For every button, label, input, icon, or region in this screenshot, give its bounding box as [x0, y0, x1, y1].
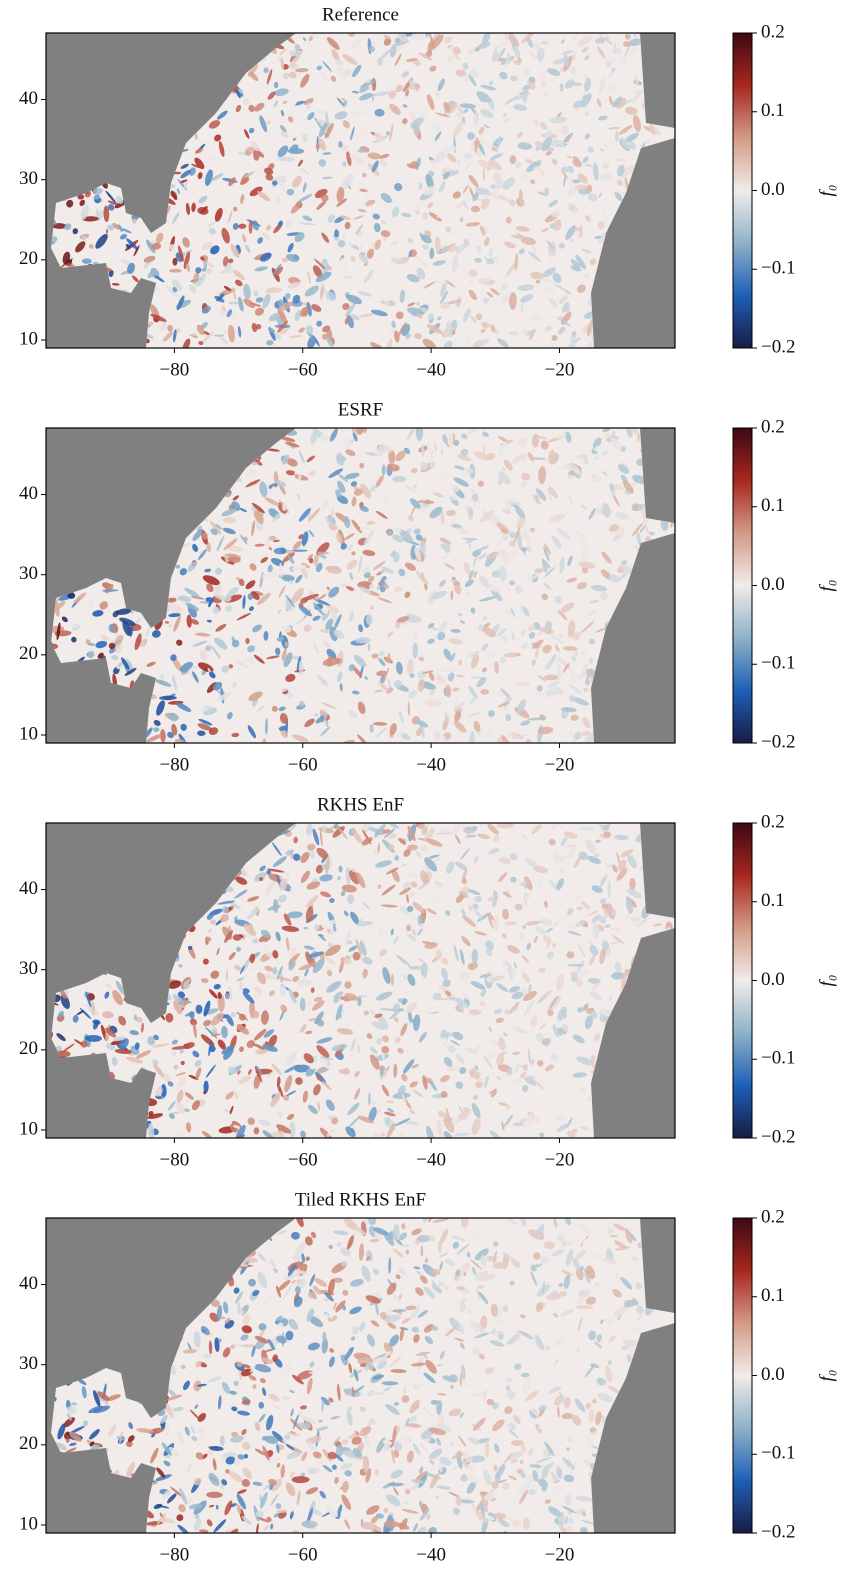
- x-tick-label: −20: [545, 1149, 575, 1170]
- panel: RKHS EnF −80 −60 −40 −20 10 20 30 40 −0.2 −0.1 0.0 0…: [19, 794, 837, 1170]
- y-tick-label: 10: [19, 723, 38, 744]
- y-tick-label: 40: [19, 88, 38, 109]
- eddy: [472, 949, 479, 964]
- y-tick-label: 30: [19, 563, 38, 584]
- colorbar-label: f₀: [816, 580, 837, 592]
- x-tick-label: −80: [160, 1149, 190, 1170]
- x-tick-label: −40: [416, 1149, 446, 1170]
- eddy: [226, 969, 228, 981]
- y-tick-label: 10: [19, 1118, 38, 1139]
- x-tick-label: −60: [288, 754, 318, 775]
- colorbar-tick-label: 0.0: [761, 969, 785, 990]
- colorbar-tick-label: 0.0: [761, 179, 785, 200]
- colorbar-tick-label: −0.2: [761, 336, 795, 357]
- y-tick-label: 40: [19, 483, 38, 504]
- eddy: [471, 206, 480, 212]
- colorbar: [733, 823, 752, 1138]
- x-tick-label: −60: [288, 359, 318, 380]
- panel-title: Reference: [322, 4, 399, 25]
- eddy: [611, 909, 617, 916]
- eddy: [169, 269, 181, 273]
- colorbar-tick-label: 0.1: [761, 100, 785, 121]
- y-tick-label: 30: [19, 168, 38, 189]
- eddy: [474, 1078, 484, 1081]
- panel-title: RKHS EnF: [317, 794, 404, 815]
- eddy: [484, 299, 486, 306]
- colorbar-tick-label: 0.2: [761, 21, 785, 42]
- eddy: [380, 1066, 385, 1070]
- colorbar: [733, 428, 752, 743]
- colorbar-label: f₀: [816, 975, 837, 987]
- panel: Reference −80 −60 −40 −20 10 20 30 40 −0.2 −0.1 0.0…: [19, 4, 837, 380]
- eddy: [391, 974, 394, 986]
- eddy: [482, 195, 490, 199]
- colorbar: [733, 33, 752, 348]
- x-tick-label: −80: [160, 754, 190, 775]
- eddy: [342, 162, 346, 167]
- panel-title: Tiled RKHS EnF: [295, 1189, 426, 1210]
- colorbar-tick-label: −0.1: [761, 653, 795, 674]
- x-tick-label: −60: [288, 1149, 318, 1170]
- eddy: [254, 1127, 260, 1134]
- y-tick-label: 20: [19, 248, 38, 269]
- colorbar-tick-label: 0.0: [761, 574, 785, 595]
- colorbar-tick-label: 0.2: [761, 811, 785, 832]
- y-tick-label: 30: [19, 958, 38, 979]
- y-tick-label: 10: [19, 328, 38, 349]
- colorbar-tick-label: 0.2: [761, 416, 785, 437]
- panel: Tiled RKHS EnF−80−60−40−2010203040−0.2−0…: [19, 1189, 837, 1565]
- x-tick-label: −40: [416, 754, 446, 775]
- y-tick-label: 40: [19, 878, 38, 899]
- eddy: [223, 517, 236, 523]
- eddy: [558, 634, 562, 636]
- colorbar-tick-label: 0.1: [761, 890, 785, 911]
- eddy: [537, 1060, 543, 1067]
- y-tick-label: 20: [19, 643, 38, 664]
- x-tick-label: −80: [160, 359, 190, 380]
- x-tick-label: −40: [416, 359, 446, 380]
- eddy: [441, 512, 444, 524]
- eddy: [416, 423, 423, 441]
- colorbar-tick-label: −0.2: [761, 731, 795, 752]
- eddy: [173, 258, 178, 266]
- x-tick-label: −20: [545, 754, 575, 775]
- colorbar-label: f₀: [816, 185, 837, 197]
- eddy: [291, 549, 308, 551]
- colorbar-tick-label: −0.2: [761, 1126, 795, 1147]
- colorbar-tick-label: −0.1: [761, 1048, 795, 1069]
- eddy: [213, 334, 224, 336]
- panel: ESRF −80 −60 −40 −20 10 20 30 40 −0.2 −0.1 0.0 0.1 0.…: [19, 399, 837, 775]
- x-tick-label: −20: [545, 359, 575, 380]
- eddy: [576, 1305, 594, 1309]
- y-tick-label: 20: [19, 1038, 38, 1059]
- colorbar-tick-label: −0.1: [761, 258, 795, 279]
- eddy: [567, 964, 585, 967]
- eddy: [408, 966, 422, 970]
- eddy: [248, 593, 253, 600]
- colorbar-tick-label: 0.1: [761, 495, 785, 516]
- eddy: [337, 876, 341, 880]
- panel-title: ESRF: [338, 399, 383, 420]
